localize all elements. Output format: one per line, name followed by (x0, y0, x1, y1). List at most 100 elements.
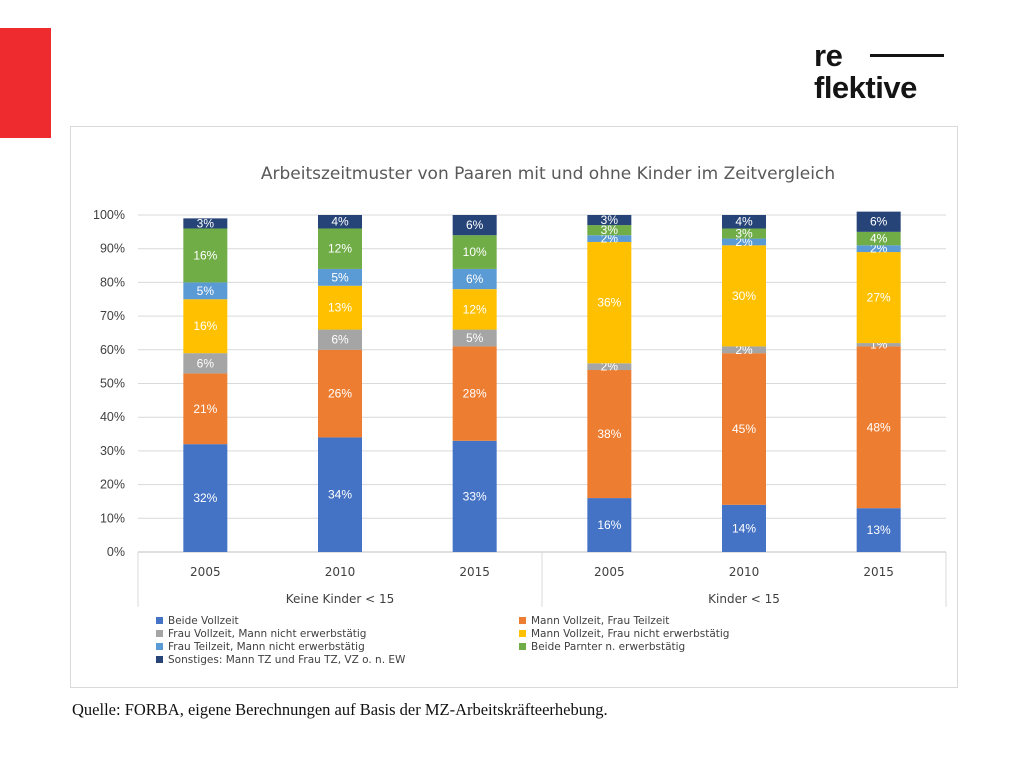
legend-swatch (519, 643, 526, 650)
bar-segment (183, 228, 228, 283)
group-label: Kinder < 15 (708, 592, 780, 606)
y-tick-label: 80% (100, 275, 125, 289)
bar-segment (587, 225, 632, 236)
brand-red-block (0, 28, 51, 138)
legend-swatch (156, 630, 163, 637)
data-label: 6% (466, 272, 484, 286)
legend-swatch (519, 630, 526, 637)
bar-segment (452, 235, 497, 269)
y-tick-label: 10% (100, 511, 125, 525)
y-tick-label: 0% (107, 545, 125, 559)
legend-swatch (156, 617, 163, 624)
bar-segment (856, 231, 901, 246)
data-label: 4% (331, 215, 349, 229)
bar-segment (856, 343, 901, 347)
bar-segment (587, 363, 632, 371)
data-label: 16% (597, 518, 621, 532)
bar-segment (183, 218, 228, 229)
bar-segment (856, 211, 901, 232)
logo-line-2: flektive (814, 70, 917, 105)
bar-segment (587, 215, 632, 226)
bar-segment (856, 245, 901, 253)
bar-segment (722, 504, 766, 552)
data-label: 32% (193, 491, 217, 505)
data-label: 27% (867, 291, 891, 305)
bar-segment (183, 282, 228, 300)
bar-segment (722, 228, 766, 239)
x-tick-label: 2010 (325, 565, 356, 579)
bar-segment (722, 238, 766, 246)
bar-segment (183, 373, 228, 445)
bar-segment (722, 215, 766, 229)
data-label: 30% (732, 289, 756, 303)
data-label: 6% (197, 356, 215, 370)
data-label: 26% (328, 387, 352, 401)
bar-segment (318, 228, 362, 269)
bar-segment (856, 346, 901, 509)
data-label: 4% (870, 232, 888, 246)
bar-segment (318, 437, 362, 552)
bar-segment (722, 353, 766, 505)
bar-segment (452, 440, 497, 552)
bar-segment (856, 252, 901, 344)
y-tick-label: 30% (100, 444, 125, 458)
legend-entry: Beide Vollzeit (168, 615, 239, 627)
data-label: 21% (193, 402, 217, 416)
logo-line-1: re (814, 38, 843, 73)
bar-segment (856, 508, 901, 552)
data-label: 5% (331, 270, 349, 284)
data-label: 12% (463, 302, 487, 316)
data-label: 10% (463, 245, 487, 259)
data-label: 48% (867, 420, 891, 434)
data-label: 3% (735, 227, 753, 241)
y-tick-label: 70% (100, 309, 125, 323)
bar-segment (587, 370, 632, 499)
bar-segment (452, 289, 497, 330)
y-tick-label: 60% (100, 343, 125, 357)
y-tick-label: 40% (100, 410, 125, 424)
bar-segment (318, 268, 362, 286)
data-label: 13% (867, 523, 891, 537)
legend-entry: Mann Vollzeit, Frau Teilzeit (531, 615, 669, 627)
bar-segment (722, 245, 766, 347)
bar-segment (318, 329, 362, 350)
data-label: 3% (601, 223, 619, 237)
y-tick-label: 20% (100, 478, 125, 492)
data-label: 38% (597, 427, 621, 441)
data-label: 16% (193, 248, 217, 262)
data-label: 45% (732, 422, 756, 436)
x-tick-label: 2005 (190, 565, 221, 579)
legend-entry: Beide Parnter n. erwerbstätig (531, 641, 685, 653)
legend-entry: Frau Teilzeit, Mann nicht erwerbstätig (168, 641, 365, 653)
bar-segment (183, 353, 228, 374)
legend-entry: Frau Vollzeit, Mann nicht erwerbstätig (168, 628, 366, 640)
data-label: 6% (466, 218, 484, 232)
reflektive-logo: re flektive (814, 40, 954, 110)
data-label: 28% (463, 387, 487, 401)
x-tick-label: 2005 (594, 565, 625, 579)
bar-segment (452, 329, 497, 347)
x-tick-label: 2010 (729, 565, 760, 579)
data-label: 16% (193, 319, 217, 333)
data-label: 5% (197, 284, 215, 298)
data-label: 5% (466, 331, 484, 345)
legend-entry: Sonstiges: Mann TZ und Frau TZ, VZ o. n.… (168, 654, 406, 666)
bar-segment (722, 346, 766, 354)
data-label: 6% (870, 215, 888, 229)
data-label: 34% (328, 488, 352, 502)
legend-swatch (519, 617, 526, 624)
source-note: Quelle: FORBA, eigene Berechnungen auf B… (72, 700, 608, 719)
x-tick-label: 2015 (459, 565, 490, 579)
x-tick-label: 2015 (863, 565, 894, 579)
chart-frame: Arbeitszeitmuster von Paaren mit und ohn… (70, 126, 958, 688)
data-label: 3% (197, 216, 215, 230)
data-label: 36% (597, 296, 621, 310)
data-label: 6% (331, 333, 349, 347)
data-label: 3% (601, 213, 619, 227)
chart-title: Arbeitszeitmuster von Paaren mit und ohn… (261, 164, 835, 184)
legend-swatch (156, 643, 163, 650)
group-label: Keine Kinder < 15 (286, 592, 395, 606)
bar-segment (318, 349, 362, 438)
data-label: 33% (463, 489, 487, 503)
stacked-bar-chart: Arbeitszeitmuster von Paaren mit und ohn… (93, 164, 947, 666)
